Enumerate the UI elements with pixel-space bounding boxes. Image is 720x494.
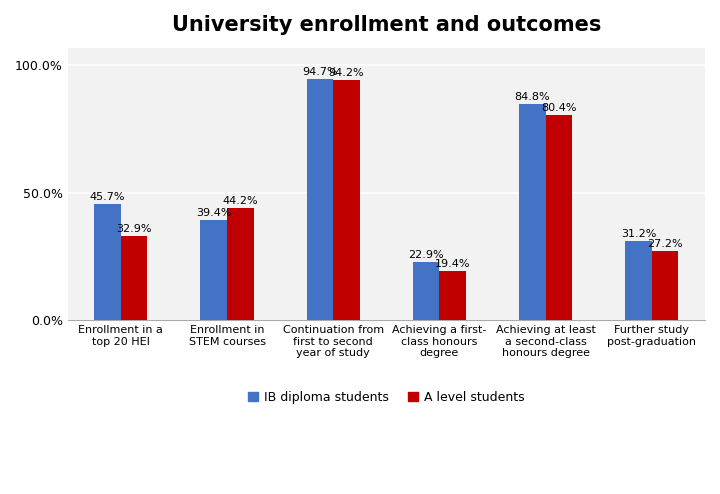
Text: 45.7%: 45.7% [90, 192, 125, 202]
Bar [121, 237, 148, 320]
Text: 39.4%: 39.4% [196, 208, 232, 218]
Bar [413, 262, 439, 320]
Text: 80.4%: 80.4% [541, 103, 577, 114]
Bar [200, 220, 227, 320]
Bar [546, 116, 572, 320]
Bar [439, 271, 466, 320]
Text: 94.2%: 94.2% [329, 68, 364, 78]
Bar [626, 241, 652, 320]
Text: 19.4%: 19.4% [435, 259, 470, 269]
Text: 84.8%: 84.8% [515, 92, 550, 102]
Text: 32.9%: 32.9% [117, 224, 152, 234]
Bar [227, 207, 253, 320]
Text: 22.9%: 22.9% [408, 250, 444, 260]
Bar [333, 80, 360, 320]
Text: 94.7%: 94.7% [302, 67, 338, 77]
Text: 31.2%: 31.2% [621, 229, 657, 239]
Title: University enrollment and outcomes: University enrollment and outcomes [171, 15, 601, 35]
Text: 27.2%: 27.2% [647, 239, 683, 249]
Bar [94, 204, 121, 320]
Legend: IB diploma students, A level students: IB diploma students, A level students [248, 391, 525, 404]
Bar [307, 79, 333, 320]
Text: 44.2%: 44.2% [222, 196, 258, 206]
Bar [652, 251, 678, 320]
Bar [519, 104, 546, 320]
